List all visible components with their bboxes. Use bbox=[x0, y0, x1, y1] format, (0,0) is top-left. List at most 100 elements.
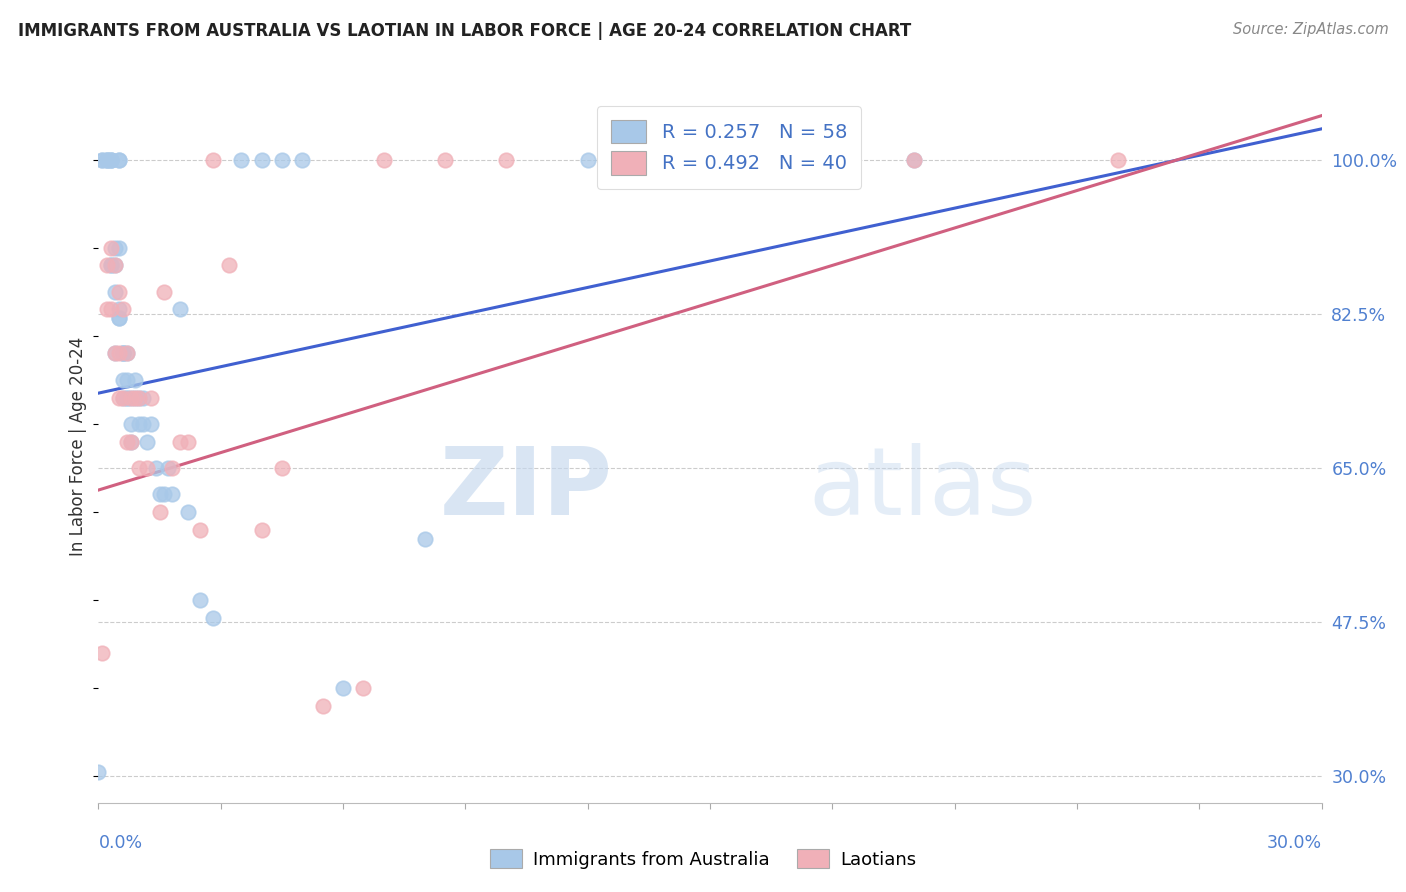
Point bbox=[136, 461, 159, 475]
Point bbox=[100, 153, 122, 167]
Point bbox=[100, 259, 122, 273]
Text: 30.0%: 30.0% bbox=[1267, 834, 1322, 852]
Point bbox=[111, 346, 134, 360]
Point bbox=[108, 241, 131, 255]
Point bbox=[100, 259, 122, 273]
Point bbox=[115, 346, 138, 360]
Point bbox=[160, 461, 183, 475]
Point bbox=[111, 391, 134, 405]
Point bbox=[576, 153, 599, 167]
Point bbox=[740, 153, 762, 167]
Point bbox=[91, 646, 114, 660]
Point bbox=[115, 373, 138, 387]
Point bbox=[108, 346, 131, 360]
Point bbox=[120, 391, 142, 405]
Point bbox=[128, 391, 150, 405]
Point bbox=[152, 487, 174, 501]
Point bbox=[104, 259, 127, 273]
Point bbox=[128, 461, 150, 475]
Point bbox=[156, 461, 179, 475]
Point bbox=[104, 285, 127, 299]
Point bbox=[104, 346, 127, 360]
Point bbox=[152, 285, 174, 299]
Point bbox=[169, 302, 191, 317]
Point bbox=[617, 153, 640, 167]
Point bbox=[149, 487, 172, 501]
Point bbox=[141, 417, 163, 431]
Point bbox=[115, 391, 138, 405]
Legend: R = 0.257   N = 58, R = 0.492   N = 40: R = 0.257 N = 58, R = 0.492 N = 40 bbox=[598, 106, 860, 188]
Text: 0.0%: 0.0% bbox=[98, 834, 142, 852]
Point bbox=[169, 434, 191, 449]
Point bbox=[104, 346, 127, 360]
Point bbox=[111, 302, 134, 317]
Point bbox=[104, 241, 127, 255]
Legend: Immigrants from Australia, Laotians: Immigrants from Australia, Laotians bbox=[482, 842, 924, 876]
Point bbox=[87, 764, 110, 779]
Point bbox=[108, 311, 131, 326]
Point bbox=[115, 434, 138, 449]
Point bbox=[100, 302, 122, 317]
Point bbox=[160, 487, 183, 501]
Point bbox=[96, 302, 118, 317]
Point bbox=[291, 153, 314, 167]
Point bbox=[270, 153, 294, 167]
Point bbox=[250, 153, 273, 167]
Point bbox=[188, 523, 212, 537]
Point bbox=[231, 153, 253, 167]
Point bbox=[108, 285, 131, 299]
Point bbox=[108, 302, 131, 317]
Point bbox=[100, 153, 122, 167]
Point bbox=[96, 259, 118, 273]
Text: Source: ZipAtlas.com: Source: ZipAtlas.com bbox=[1233, 22, 1389, 37]
Text: IMMIGRANTS FROM AUSTRALIA VS LAOTIAN IN LABOR FORCE | AGE 20-24 CORRELATION CHAR: IMMIGRANTS FROM AUSTRALIA VS LAOTIAN IN … bbox=[18, 22, 911, 40]
Point bbox=[96, 153, 118, 167]
Point bbox=[120, 434, 142, 449]
Point bbox=[120, 417, 142, 431]
Point bbox=[250, 523, 273, 537]
Point bbox=[96, 153, 118, 167]
Point bbox=[120, 391, 142, 405]
Point bbox=[132, 391, 155, 405]
Point bbox=[270, 461, 294, 475]
Point bbox=[100, 153, 122, 167]
Point bbox=[115, 346, 138, 360]
Point bbox=[111, 346, 134, 360]
Point bbox=[128, 417, 150, 431]
Point bbox=[120, 434, 142, 449]
Point bbox=[128, 391, 150, 405]
Point bbox=[100, 241, 122, 255]
Point bbox=[332, 681, 354, 696]
Point bbox=[145, 461, 167, 475]
Point bbox=[373, 153, 395, 167]
Point bbox=[312, 698, 335, 713]
Point bbox=[91, 153, 114, 167]
Text: atlas: atlas bbox=[808, 442, 1036, 535]
Point bbox=[1107, 153, 1129, 167]
Point bbox=[495, 153, 517, 167]
Point bbox=[124, 391, 146, 405]
Point bbox=[111, 373, 134, 387]
Point bbox=[218, 259, 240, 273]
Point bbox=[111, 346, 134, 360]
Point bbox=[108, 153, 131, 167]
Point bbox=[434, 153, 457, 167]
Point bbox=[188, 593, 212, 607]
Point bbox=[177, 434, 200, 449]
Point bbox=[352, 681, 374, 696]
Point bbox=[201, 611, 224, 625]
Point bbox=[413, 532, 436, 546]
Point bbox=[108, 153, 131, 167]
Text: ZIP: ZIP bbox=[439, 442, 612, 535]
Point bbox=[111, 391, 134, 405]
Point bbox=[96, 153, 118, 167]
Y-axis label: In Labor Force | Age 20-24: In Labor Force | Age 20-24 bbox=[69, 336, 87, 556]
Point bbox=[132, 417, 155, 431]
Point bbox=[141, 391, 163, 405]
Point bbox=[124, 373, 146, 387]
Point bbox=[115, 391, 138, 405]
Point bbox=[201, 153, 224, 167]
Point bbox=[108, 391, 131, 405]
Point bbox=[91, 153, 114, 167]
Point bbox=[108, 311, 131, 326]
